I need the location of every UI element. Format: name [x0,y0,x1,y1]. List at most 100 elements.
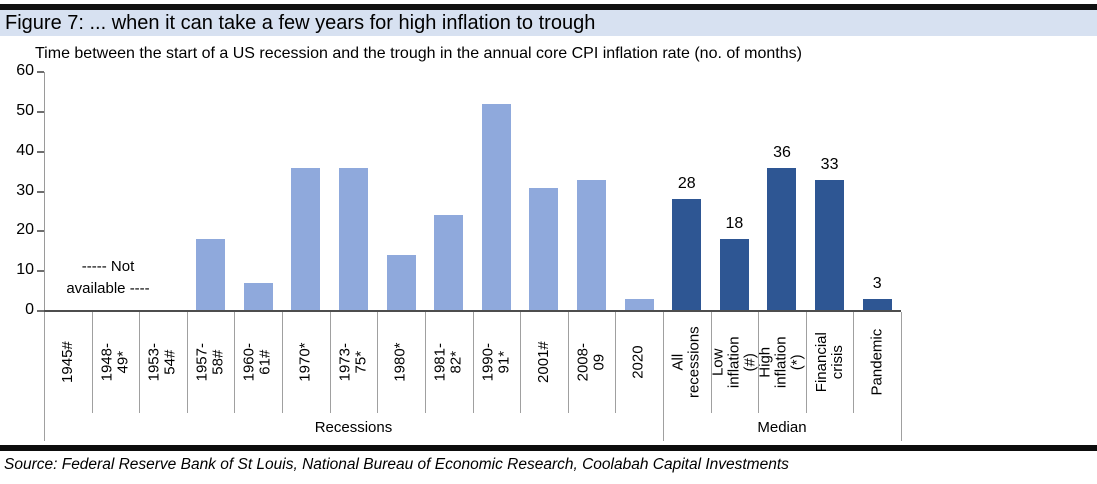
category-label: 1960-61# [241,343,275,382]
group-boundary-line [901,312,902,441]
category-tick-line [758,312,760,413]
group-boundary-line [662,312,664,441]
category-tick-line [472,312,474,413]
category-label: 1981-82* [431,343,465,382]
bar-high-inflation-(*) [767,167,797,311]
bar-2001# [529,187,559,311]
category-label: Pandemic [868,329,886,396]
category-tick-line [282,312,284,413]
category-label-cell: 2008-09 [568,312,616,413]
y-axis-tick [37,270,44,273]
y-axis-tick [37,110,44,113]
category-label: 1953-54# [145,343,180,382]
category-label-cell: 1990-91* [473,312,521,413]
category-label: 1973-75* [336,343,370,382]
category-label: Financial crisis [812,332,846,393]
figure-title-bar: Figure 7: ... when it can take a few yea… [0,4,1097,36]
category-label: 1980* [391,342,409,383]
y-axis-tick-label: 20 [16,221,34,239]
category-tick-line [710,312,712,413]
y-axis-tick-label: 50 [16,101,34,119]
y-axis-tick-label: 30 [16,181,34,199]
y-axis-tick-label: 0 [25,301,34,318]
bar-1981-82* [434,215,464,311]
bar-value-label: 36 [773,143,791,161]
category-tick-line [805,312,807,413]
category-label-cell: All recessions [663,312,711,413]
category-tick-line [520,312,522,413]
category-label: 2001# [534,341,552,384]
not-available-note: ----- Not available ---- [66,258,150,297]
axis-group-label-median: Median [757,419,807,436]
y-axis-tick-label: 40 [16,141,34,159]
category-label-cell: Financial crisis [806,312,854,413]
x-axis-line [44,310,901,312]
category-label: All recessions [669,326,703,399]
y-axis-tick [37,230,44,233]
y-axis-tick [37,71,44,73]
category-label-cell: 1970* [282,312,330,413]
bar-1970* [291,167,321,311]
category-tick-line [329,312,331,413]
category-tick-line [234,312,236,413]
bar-1957-58# [196,239,226,311]
category-label: 1957-58# [193,343,227,382]
category-label: 1990-91* [479,343,513,382]
bar-1990-91* [481,103,511,311]
y-axis-tick [37,150,44,153]
axis-group-label-recessions: Recessions [314,419,393,436]
y-axis-tick-label: 60 [16,62,34,79]
bar-value-label: 28 [677,175,696,193]
category-label: 2008-09 [574,343,608,382]
category-label-cell: 1945# [44,312,92,413]
category-label: 1970* [296,342,314,383]
bar-2020 [624,299,654,311]
category-label-cell: 2020 [615,312,663,413]
category-tick-line [91,312,93,413]
category-label-cell: 1960-61# [234,312,282,413]
source-line: Source: Federal Reserve Bank of St Louis… [4,456,789,473]
category-tick-line [186,312,188,413]
category-tick-line [139,312,141,413]
bar-1980* [386,255,416,311]
y-axis-tick [37,190,44,193]
y-axis-line [44,72,45,311]
category-label-cell: 1948-49* [92,312,140,413]
y-axis-tick [37,310,44,312]
category-label-cell: 1953-54# [139,312,187,413]
bar-1973-75* [338,167,368,311]
category-tick-line [615,312,617,413]
category-label: 1945# [58,341,76,384]
bar-value-label: 3 [872,275,882,293]
category-label-cell: Pandemic [853,312,901,413]
category-label: Low inflation (#) [709,336,759,389]
category-label: 2020 [630,345,648,380]
figure-title: Figure 7: ... when it can take a few yea… [5,12,596,34]
bar-financial-crisis [815,179,845,311]
bar-pandemic [862,299,892,311]
category-tick-line [853,312,855,413]
category-label-cell: 1973-75* [330,312,378,413]
category-label-cell: 1981-82* [425,312,473,413]
category-tick-line [424,312,426,413]
bar-value-label: 18 [725,215,744,233]
bottom-rule [0,445,1097,451]
category-label: 1948-49* [98,343,132,382]
bar-1960-61# [243,283,273,311]
category-tick-line [567,312,569,413]
bar-2008-09 [577,179,607,311]
group-boundary-line [44,312,45,441]
bar-all-recessions [672,199,702,311]
category-label-cell: Low inflation (#) [709,312,759,413]
category-label: High inflation (*) [756,336,807,389]
category-tick-line [377,312,379,413]
bar-low-inflation-(#) [719,239,749,311]
y-axis-tick-label: 10 [16,261,34,279]
chart-subtitle: Time between the start of a US recession… [35,45,802,62]
category-label-cell: 1980* [377,312,425,413]
category-label-cell: High inflation (*) [756,312,807,413]
category-label-cell: 1957-58# [187,312,235,413]
bar-value-label: 33 [820,155,839,173]
